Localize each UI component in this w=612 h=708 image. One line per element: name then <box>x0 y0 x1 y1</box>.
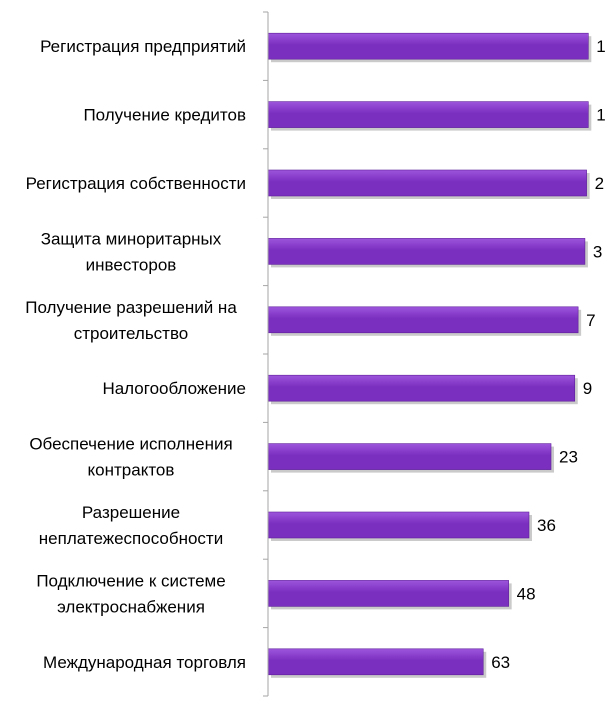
data-label: 9 <box>583 379 592 398</box>
category-label: Защита миноритарных инвесторов <box>41 229 222 274</box>
category-label-line: Получение разрешений на <box>25 298 237 317</box>
bar <box>267 648 484 676</box>
category-label-line: строительство <box>74 324 189 343</box>
data-label: 63 <box>491 653 510 672</box>
category-label: Подключение к системе электроснабжения <box>36 571 225 616</box>
data-label: 1 <box>596 37 605 56</box>
category-label-line: Регистрация собственности <box>26 174 246 193</box>
bar <box>267 511 530 539</box>
category-label-line: неплатежеспособности <box>39 529 223 548</box>
category-label-line: Подключение к системе <box>36 571 225 590</box>
category-label: Получение разрешений на строительство <box>25 298 237 343</box>
bar <box>267 374 576 402</box>
data-label: 1 <box>596 106 605 125</box>
category-label-line: Регистрация предприятий <box>40 37 246 56</box>
bar <box>267 101 589 128</box>
data-label: 36 <box>537 516 556 535</box>
bar <box>267 169 587 197</box>
category-label: Получение кредитов <box>83 106 246 125</box>
category-label-line: Защита миноритарных <box>41 229 222 248</box>
data-label: 23 <box>559 448 578 467</box>
data-label: 3 <box>593 242 602 261</box>
data-label: 48 <box>517 584 536 603</box>
category-label: Обеспечение исполнения контрактов <box>29 435 232 480</box>
category-label: Международная торговля <box>43 653 246 672</box>
category-label: Регистрация предприятий <box>40 37 246 56</box>
bar <box>267 32 589 60</box>
category-label: Разрешение неплатежеспособности <box>39 503 223 548</box>
category-label-line: Налогообложение <box>102 379 246 398</box>
category-label-line: Разрешение <box>82 503 180 522</box>
category-labels: Регистрация предприятий Получение кредито… <box>25 37 246 672</box>
category-label: Регистрация собственности <box>26 174 246 193</box>
bars <box>267 32 589 676</box>
axis-ticks <box>263 11 268 697</box>
bar <box>267 580 509 607</box>
category-label: Налогообложение <box>102 379 246 398</box>
bar <box>267 443 552 470</box>
category-label-line: Международная торговля <box>43 653 246 672</box>
category-label-line: контрактов <box>88 461 175 480</box>
category-label-line: инвесторов <box>86 255 177 274</box>
category-label-line: Получение кредитов <box>83 106 246 125</box>
category-label-line: электроснабжения <box>57 597 205 616</box>
category-label-line: Обеспечение исполнения <box>29 435 232 454</box>
data-label: 7 <box>586 311 595 330</box>
bar <box>267 306 579 334</box>
bar <box>267 238 586 265</box>
data-label: 2 <box>595 174 604 193</box>
